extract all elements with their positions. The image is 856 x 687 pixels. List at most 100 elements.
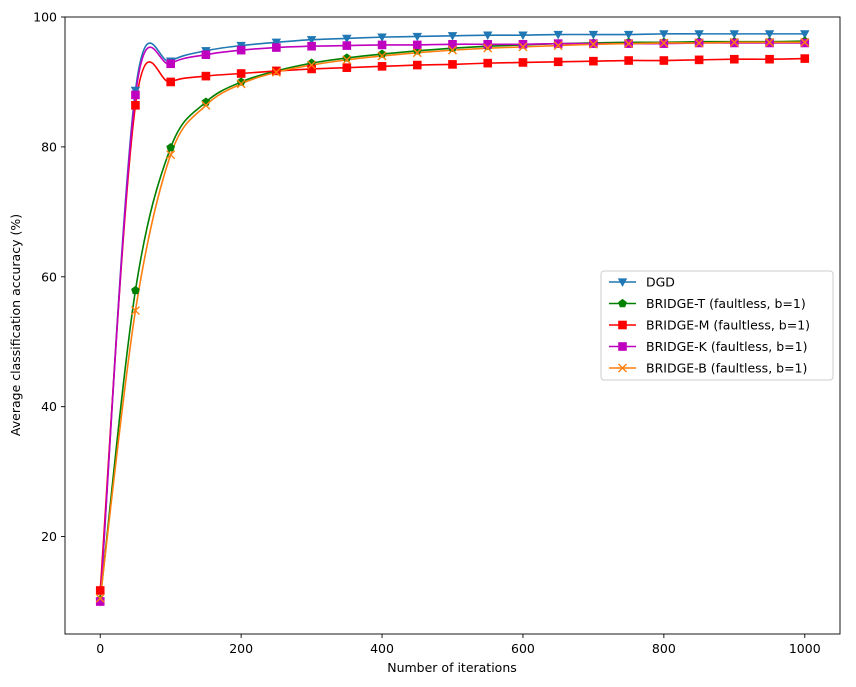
series-3-point (166, 77, 175, 87)
legend-box (600, 270, 834, 381)
series-1-point (800, 30, 810, 39)
series-2-point (131, 285, 140, 295)
series-4-point (236, 45, 246, 55)
series-5-markers (95, 37, 810, 603)
series-4-point (166, 59, 175, 69)
legend-label: DGD (646, 275, 675, 290)
series-5-point (765, 37, 775, 47)
series-5-point (448, 45, 457, 55)
series-1-point (377, 33, 387, 42)
series-5-point (236, 79, 246, 89)
x-tick-label: 200 (229, 641, 253, 656)
series-4-point (272, 43, 281, 52)
series-1-point (623, 30, 634, 40)
y-tick-label: 20 (41, 529, 57, 544)
series-3-point (589, 56, 598, 66)
series-3-point (272, 66, 281, 76)
series-1-point (518, 31, 528, 41)
x-axis: 0 200 400 600 800 1000 (96, 634, 821, 656)
x-tick-label: 800 (652, 641, 676, 656)
series-1-point (694, 30, 704, 39)
series-3-point (236, 69, 246, 78)
x-tick-label: 600 (511, 641, 535, 656)
series-4-point (131, 90, 140, 100)
legend-label: BRIDGE-M (faultless, b=1) (646, 318, 810, 333)
legend-label: BRIDGE-T (faultless, b=1) (646, 296, 806, 311)
series-3-point (765, 54, 774, 64)
legend-label: BRIDGE-B (faultless, b=1) (646, 361, 807, 376)
series-4-point (483, 39, 493, 49)
series-4-point (201, 50, 211, 59)
series-3-point (800, 54, 810, 63)
series-3-point (307, 64, 316, 74)
series-2-point (166, 142, 176, 152)
series-5-point (800, 37, 810, 47)
series-3-point (518, 58, 528, 67)
series-1-point (306, 36, 317, 45)
series-5-point (729, 37, 739, 47)
series-5-point (518, 42, 528, 52)
series-5-point (659, 38, 669, 48)
series-5-point (483, 43, 493, 53)
series-1-point (588, 30, 599, 40)
series-4-point (553, 39, 563, 48)
y-axis-title: Average classification accuracy (%) (8, 214, 23, 436)
series-5-point (130, 306, 140, 316)
series-3-point (448, 60, 457, 69)
legend-swatch-marker (617, 278, 628, 287)
series-3-point (483, 58, 493, 68)
series-1-point (659, 30, 669, 39)
x-tick-label: 400 (370, 641, 394, 656)
series-1-point (342, 34, 352, 44)
series-3-point (730, 54, 739, 64)
series-3-point (659, 56, 669, 65)
series-5-point (624, 39, 634, 49)
legend-item: DGD (609, 275, 675, 290)
y-tick-label: 80 (41, 139, 57, 154)
series-4-point (377, 40, 387, 50)
x-tick-label: 1000 (789, 641, 821, 656)
series-5-point (412, 48, 422, 58)
series-5-point (307, 60, 317, 70)
series-5-point (377, 51, 387, 61)
legend: DGD BRIDGE-T (faultless, b=1) BRIDGE-M (fa… (600, 270, 834, 381)
series-3-point (342, 63, 352, 72)
series-3-point (377, 62, 387, 71)
series-3-point (412, 60, 422, 70)
legend-label: BRIDGE-K (faultless, b=1) (646, 339, 807, 354)
series-4-point (412, 40, 422, 50)
y-tick-label: 40 (41, 399, 57, 414)
series-4-point (518, 39, 528, 49)
y-tick-label: 100 (33, 10, 57, 25)
series-4-point (448, 39, 457, 49)
series-5-point (201, 100, 211, 110)
series-5-point (588, 39, 598, 49)
x-axis-title: Number of iterations (387, 660, 517, 675)
legend-item: BRIDGE-K (faultless, b=1) (609, 339, 807, 354)
series-5-point (95, 593, 105, 603)
series-1-point (483, 31, 493, 41)
legend-swatch-marker (618, 342, 627, 351)
series-4-point (307, 41, 316, 51)
legend-item: BRIDGE-B (faultless, b=1) (609, 361, 807, 376)
x-tick-label: 0 (96, 641, 104, 656)
legend-swatch-marker (618, 320, 627, 330)
legend-swatch-marker (618, 298, 627, 308)
series-1-point (271, 38, 282, 48)
plot-markers (95, 30, 810, 607)
series-5-point (166, 150, 176, 160)
series-3-point (553, 57, 563, 67)
legend-item: BRIDGE-T (faultless, b=1) (609, 296, 806, 311)
y-tick-label: 60 (41, 269, 57, 284)
series-3-markers (95, 54, 810, 595)
series-5-point (694, 38, 704, 48)
series-3-point (201, 71, 211, 81)
series-3-point (624, 56, 633, 65)
series-5-point (342, 55, 352, 65)
series-5-point (271, 67, 281, 77)
legend-item: BRIDGE-M (faultless, b=1) (609, 318, 810, 333)
series-4-point (342, 41, 352, 50)
plot-frame (64, 16, 841, 635)
series-1-point (729, 30, 740, 39)
